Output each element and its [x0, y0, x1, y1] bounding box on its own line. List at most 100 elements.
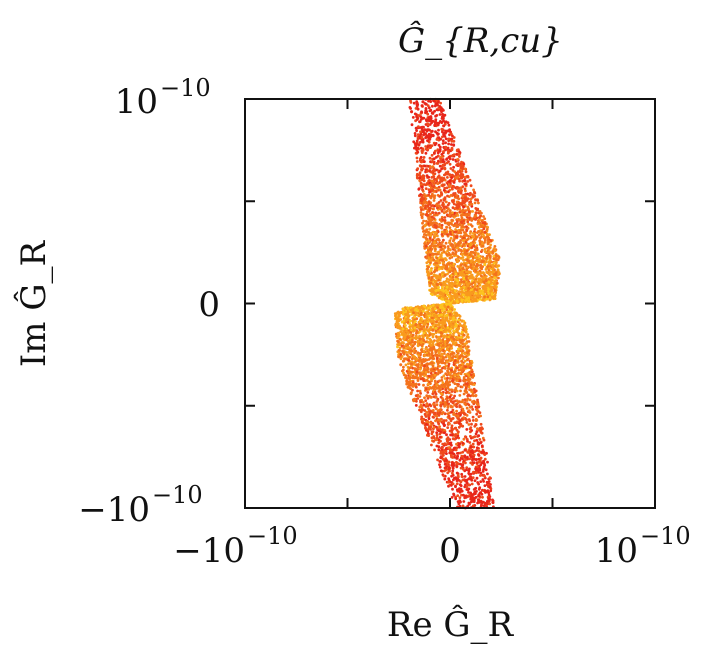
scatter-point — [448, 282, 451, 286]
scatter-point — [463, 496, 467, 500]
scatter-point — [408, 106, 412, 109]
scatter-point — [470, 224, 474, 228]
scatter-point — [412, 311, 415, 315]
scatter-point — [442, 145, 446, 149]
scatter-point — [439, 160, 443, 164]
scatter-point — [418, 367, 422, 371]
scatter-point — [408, 339, 412, 342]
scatter-point — [461, 409, 465, 413]
scatter-point — [494, 273, 498, 277]
scatter-point — [437, 185, 441, 189]
scatter-point — [459, 190, 463, 194]
scatter-point — [456, 158, 459, 161]
scatter-point — [472, 387, 476, 391]
scatter-point — [468, 411, 472, 414]
scatter-point — [455, 464, 459, 468]
scatter-point — [408, 355, 412, 359]
scatter-point — [436, 175, 440, 179]
scatter-point — [449, 167, 453, 170]
scatter-point — [461, 175, 465, 179]
scatter-point — [463, 201, 466, 205]
scatter-point — [472, 500, 476, 504]
scatter-point — [474, 432, 478, 436]
scatter-point — [435, 155, 438, 159]
scatter-point — [457, 314, 461, 317]
scatter-point — [465, 229, 469, 233]
scatter-point — [432, 325, 435, 328]
scatter-point — [456, 494, 460, 497]
scatter-point — [474, 297, 478, 301]
scatter-point — [416, 167, 420, 171]
scatter-point — [430, 204, 433, 208]
scatter-point — [497, 271, 501, 274]
scatter-point — [455, 200, 459, 204]
scatter-point — [425, 270, 429, 274]
scatter-point — [436, 206, 439, 210]
scatter-point — [491, 265, 495, 268]
scatter-point — [455, 462, 459, 466]
scatter-point — [429, 305, 433, 308]
scatter-point — [471, 193, 474, 197]
scatter-point — [467, 210, 471, 214]
scatter-point — [451, 275, 455, 279]
scatter-point — [436, 458, 439, 462]
scatter-point — [424, 371, 428, 374]
scatter-point — [470, 299, 474, 302]
scatter-point — [463, 231, 466, 234]
scatter-point — [427, 425, 431, 429]
scatter-point — [465, 362, 469, 366]
scatter-point — [437, 159, 440, 163]
scatter-point — [443, 216, 447, 219]
scatter-point — [473, 260, 477, 264]
scatter-point — [450, 451, 454, 454]
scatter-point — [483, 489, 487, 493]
scatter-point — [424, 234, 428, 237]
scatter-point — [418, 408, 421, 412]
scatter-point — [431, 430, 435, 433]
scatter-point — [463, 167, 467, 171]
scatter-point — [455, 409, 458, 413]
scatter-point — [467, 296, 470, 299]
scatter-point — [440, 127, 444, 131]
scatter-point — [442, 374, 446, 378]
scatter-point — [448, 267, 451, 270]
scatter-point — [462, 493, 465, 497]
scatter-point — [471, 436, 475, 439]
scatter-point — [476, 199, 480, 202]
scatter-point — [426, 123, 430, 127]
scatter-point — [468, 477, 472, 481]
scatter-point — [489, 483, 492, 486]
scatter-point — [427, 200, 431, 204]
scatter-point — [472, 277, 475, 281]
scatter-point — [439, 401, 443, 404]
scatter-point — [475, 430, 479, 433]
scatter-point — [456, 265, 460, 268]
scatter-point — [430, 443, 433, 447]
scatter-point — [429, 244, 433, 248]
scatter-point — [397, 312, 401, 316]
scatter-point — [479, 471, 483, 475]
scatter-point — [431, 160, 434, 163]
scatter-point — [441, 139, 445, 143]
scatter-point — [399, 310, 403, 314]
scatter-point — [417, 114, 420, 117]
scatter-point — [483, 484, 487, 487]
scatter-point — [428, 318, 432, 322]
scatter-point — [459, 239, 462, 242]
scatter-point — [437, 285, 440, 289]
scatter-point — [448, 211, 452, 215]
scatter-point — [452, 264, 455, 268]
scatter-point — [467, 340, 471, 343]
scatter-point — [469, 259, 473, 263]
scatter-point — [481, 244, 484, 248]
scatter-point — [450, 143, 453, 146]
scatter-point — [420, 185, 424, 189]
scatter-point — [453, 421, 457, 425]
scatter-point — [431, 282, 435, 286]
scatter-point — [438, 314, 441, 318]
scatter-point — [438, 195, 441, 198]
scatter-point — [429, 371, 433, 375]
scatter-point — [452, 411, 456, 415]
scatter-point — [454, 413, 457, 417]
scatter-point — [454, 176, 458, 180]
